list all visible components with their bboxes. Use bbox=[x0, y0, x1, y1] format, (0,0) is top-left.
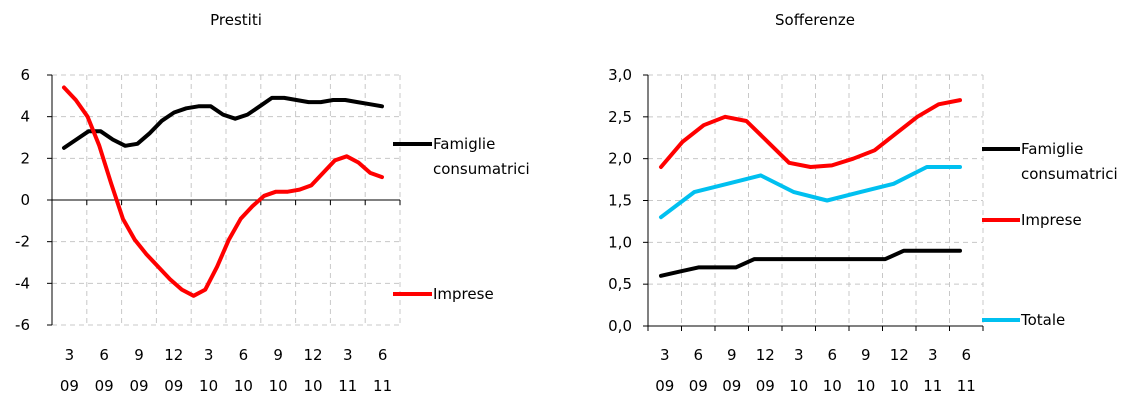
legend-label: Totale bbox=[1020, 311, 1065, 329]
x-tick-label-year: 10 bbox=[856, 377, 875, 395]
x-tick-label-year: 09 bbox=[655, 377, 674, 395]
y-tick-label: -4 bbox=[15, 274, 30, 292]
legend-label: Famiglie bbox=[1021, 140, 1083, 158]
x-tick-label-year: 11 bbox=[338, 377, 357, 395]
y-tick-label: 6 bbox=[20, 66, 30, 84]
x-tick-label-month: 12 bbox=[303, 346, 322, 364]
chart-title: Sofferenze bbox=[775, 11, 855, 29]
series-line-imprese bbox=[659, 98, 962, 169]
series-line-totale bbox=[659, 165, 962, 220]
legend-label: Famiglie bbox=[433, 135, 495, 153]
x-tick-label-month: 9 bbox=[861, 346, 871, 364]
x-tick-label-month: 12 bbox=[164, 346, 183, 364]
x-tick-label-year: 09 bbox=[756, 377, 775, 395]
x-tick-label-month: 9 bbox=[273, 346, 283, 364]
y-tick-label: 0,5 bbox=[608, 275, 632, 293]
y-tick-label: 4 bbox=[20, 108, 30, 126]
x-tick-label-month: 3 bbox=[343, 346, 353, 364]
legend-label: consumatrici bbox=[433, 160, 530, 178]
x-tick-label-month: 6 bbox=[693, 346, 703, 364]
x-tick-label-month: 12 bbox=[890, 346, 909, 364]
x-tick-label-year: 10 bbox=[789, 377, 808, 395]
y-tick-label: 0 bbox=[20, 191, 30, 209]
x-tick-label-year: 09 bbox=[722, 377, 741, 395]
y-tick-label: 0,0 bbox=[608, 317, 632, 335]
legend-label: Imprese bbox=[1021, 211, 1082, 229]
x-tick-label-month: 3 bbox=[65, 346, 75, 364]
x-tick-label-month: 3 bbox=[794, 346, 804, 364]
y-tick-label: -2 bbox=[15, 233, 30, 251]
x-tick-label-month: 6 bbox=[961, 346, 971, 364]
x-tick-label-year: 11 bbox=[923, 377, 942, 395]
x-tick-label-year: 09 bbox=[95, 377, 114, 395]
y-tick-label: -6 bbox=[15, 316, 30, 334]
x-tick-label-month: 3 bbox=[928, 346, 938, 364]
y-tick-label: 1,0 bbox=[608, 233, 632, 251]
y-tick-label: 2 bbox=[20, 149, 30, 167]
y-tick-label: 2,0 bbox=[608, 150, 632, 168]
y-tick-label: 1,5 bbox=[608, 192, 632, 210]
x-tick-label-year: 11 bbox=[957, 377, 976, 395]
series-line-famiglie-consumatrici bbox=[62, 95, 384, 150]
y-tick-label: 3,0 bbox=[608, 66, 632, 84]
y-tick-label: 2,5 bbox=[608, 108, 632, 126]
x-tick-label-year: 09 bbox=[689, 377, 708, 395]
x-tick-label-month: 6 bbox=[239, 346, 249, 364]
chart-panel-1: Prestiti 6 4 2 0 -2 -4 -6 3 09 6 09 9 09 12 09 3 10 6 10 9 10… bbox=[15, 11, 530, 395]
x-tick-label-month: 9 bbox=[727, 346, 737, 364]
legend-label: consumatrici bbox=[1021, 165, 1118, 183]
x-tick-label-month: 3 bbox=[660, 346, 670, 364]
x-tick-label-year: 10 bbox=[823, 377, 842, 395]
x-tick-label-month: 12 bbox=[756, 346, 775, 364]
x-tick-label-month: 6 bbox=[827, 346, 837, 364]
x-tick-label-year: 10 bbox=[234, 377, 253, 395]
chart-panel-2: Sofferenze 3,0 2,5 2,0 1,5 1,0 0,5 0,0 3 09 6 09 9 09… bbox=[608, 11, 1118, 395]
x-tick-label-year: 10 bbox=[269, 377, 288, 395]
x-tick-label-year: 09 bbox=[164, 377, 183, 395]
x-tick-label-month: 3 bbox=[204, 346, 214, 364]
x-tick-label-year: 10 bbox=[303, 377, 322, 395]
x-tick-label-month: 6 bbox=[378, 346, 388, 364]
legend-label: Imprese bbox=[433, 285, 494, 303]
x-tick-label-year: 11 bbox=[373, 377, 392, 395]
chart-title: Prestiti bbox=[210, 11, 262, 29]
x-tick-label-month: 6 bbox=[99, 346, 109, 364]
series-line-famiglie-consumatrici bbox=[659, 248, 962, 278]
x-tick-label-year: 10 bbox=[199, 377, 218, 395]
x-tick-label-year: 10 bbox=[890, 377, 909, 395]
x-tick-label-year: 09 bbox=[60, 377, 79, 395]
x-tick-label-year: 09 bbox=[129, 377, 148, 395]
series-line-imprese bbox=[62, 85, 384, 298]
x-tick-label-month: 9 bbox=[134, 346, 144, 364]
